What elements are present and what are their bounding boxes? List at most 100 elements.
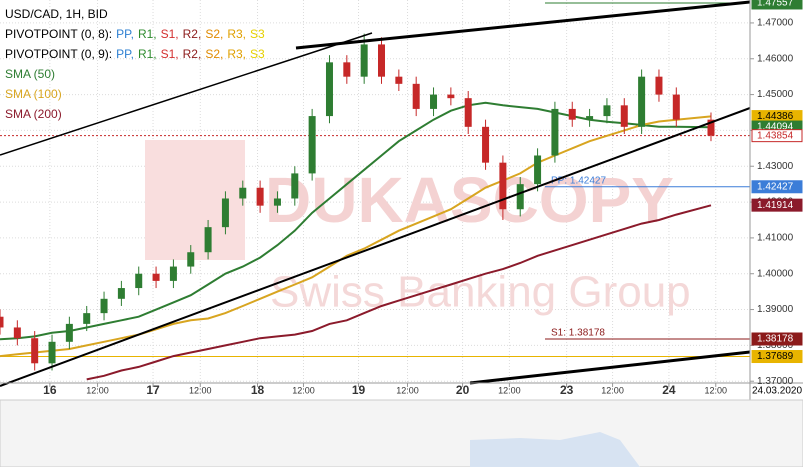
legend-item: R1, <box>138 47 157 61</box>
price-label: 1.43854 <box>757 130 794 141</box>
legend-item: S2, <box>205 27 223 41</box>
price-label: 1.42427 <box>757 181 794 192</box>
legend-item: R2, <box>183 27 202 41</box>
y-tick-label: 1.43000 <box>757 161 794 172</box>
sma-line <box>0 101 712 341</box>
y-tick-label: 1.45000 <box>757 89 794 100</box>
price-label: 1.44386 <box>757 111 794 122</box>
legend-item: S1, <box>161 47 179 61</box>
levels: R1: 1.47557 PP: 1.42427 S1: 1.38178 <box>0 0 750 358</box>
legend-item: R2, <box>183 47 202 61</box>
candle-body <box>100 298 108 314</box>
sma-line <box>0 115 712 358</box>
y-tick-label: 1.37000 <box>757 376 794 387</box>
legend-item: S1, <box>161 27 179 41</box>
y-tick-label: 1.47000 <box>757 18 794 29</box>
x-tick-label: 12:00 <box>601 385 624 395</box>
candle-body <box>551 108 559 156</box>
candle-body <box>707 119 715 136</box>
legend-label: PIVOTPOINT (0, 8): <box>5 27 112 41</box>
watermark: DUKASCOPY <box>265 164 674 236</box>
candle-body <box>308 116 316 174</box>
x-tick-label: 20 <box>456 383 470 397</box>
candle-body <box>568 108 576 120</box>
price-label-box <box>751 350 803 364</box>
legend-item: R1, <box>138 27 157 41</box>
x-tick-label: 16 <box>43 383 57 397</box>
candle-body <box>187 252 195 267</box>
navigator-area <box>470 432 640 467</box>
price-label-box <box>751 129 803 143</box>
legend-item: S3 <box>250 47 265 61</box>
y-tick-label: 1.41000 <box>757 233 794 244</box>
candle-body <box>31 338 39 364</box>
trend-line <box>0 32 373 156</box>
date-box <box>752 384 803 398</box>
price-label-box <box>751 332 803 346</box>
candle-body <box>152 273 160 281</box>
candle-body <box>273 198 281 206</box>
legend-item: S3 <box>250 27 265 41</box>
legend-item: R3, <box>227 47 246 61</box>
x-tick-label: 12:00 <box>189 385 212 395</box>
candle-body <box>65 323 73 342</box>
pivot-label: PP: 1.42427 <box>551 175 606 186</box>
axis: 1.370001.380001.390001.400001.410001.420… <box>43 0 803 397</box>
price-label-box <box>751 198 803 212</box>
candle-body <box>482 126 490 163</box>
candle-body <box>0 316 4 328</box>
pivot-label: S1: 1.38178 <box>551 328 605 339</box>
x-tick-label: 12:00 <box>86 385 109 395</box>
sma-line <box>86 204 712 381</box>
date-label: 24.03.2020 <box>752 386 802 397</box>
legend: USD/CAD, 1H, BID PIVOTPOINT (0, 8): PP, R1… <box>5 7 265 121</box>
y-tick-label: 1.46000 <box>757 53 794 64</box>
x-tick-label: 12:00 <box>498 385 521 395</box>
candle-body <box>620 105 628 127</box>
candle-body <box>256 187 264 206</box>
candle-body <box>516 184 524 210</box>
x-tick-label: 24 <box>662 383 676 397</box>
candle-body <box>169 266 177 281</box>
x-tick-label: 12:00 <box>396 385 419 395</box>
chart-title: USD/CAD, 1H, BID <box>5 7 108 21</box>
x-tick-label: 12:00 <box>292 385 315 395</box>
candle-body <box>638 76 646 127</box>
x-tick-label: 23 <box>560 383 574 397</box>
x-tick-label: 19 <box>352 383 366 397</box>
legend-item: PP, <box>116 47 134 61</box>
y-tick-label: 1.38000 <box>757 340 794 351</box>
price-label: 1.44094 <box>757 122 794 133</box>
candle-body <box>291 173 299 199</box>
candle-body <box>221 198 229 228</box>
trend-line <box>469 350 751 385</box>
legend-item: SMA (200) <box>5 107 62 121</box>
price-label: 1.47557 <box>757 0 794 9</box>
candle-body <box>117 288 125 299</box>
trend-line <box>295 0 751 50</box>
legend-item: SMA (100) <box>5 87 62 101</box>
candle-body <box>534 155 542 185</box>
candle-body <box>360 44 368 77</box>
candle-body <box>464 98 472 127</box>
legend-item: S2, <box>205 47 223 61</box>
legend-item: R3, <box>227 27 246 41</box>
legend-label: PIVOTPOINT (0, 9): <box>5 47 112 61</box>
candle-body <box>430 94 438 109</box>
marks <box>0 33 715 381</box>
candle-body <box>325 62 333 117</box>
candle-body <box>343 62 351 77</box>
candle-body <box>395 76 403 84</box>
candle-body <box>655 76 663 95</box>
x-tick-label: 12:00 <box>704 385 727 395</box>
price-label-box <box>751 180 803 194</box>
price-label-box <box>751 0 803 10</box>
candle-body <box>204 227 212 253</box>
candle-body <box>412 83 420 109</box>
candle-body <box>586 116 594 120</box>
candle-body <box>499 162 507 210</box>
legend-item: SMA (50) <box>5 67 55 81</box>
price-label: 1.38178 <box>757 334 794 345</box>
price-label: 1.37689 <box>757 351 794 362</box>
